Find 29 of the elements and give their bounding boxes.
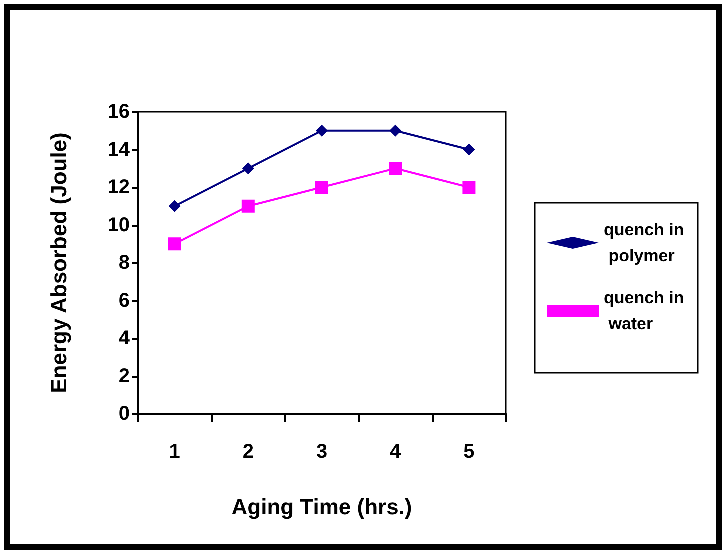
- point: [463, 144, 476, 156]
- point: [242, 162, 254, 175]
- x-tick-label: 4: [390, 441, 402, 463]
- page-frame: Energy Absorbed (Joule) Aging Time (hrs.) 0 2 4 6 8 10 12 14 16 1 2 3 4 5 quench in polymer quench in water: [4, 4, 722, 550]
- point: [462, 181, 476, 194]
- x-tick-label: 2: [242, 441, 254, 463]
- point: [390, 124, 402, 137]
- y-tick-label: 14: [108, 138, 131, 161]
- x-tick-label: 3: [316, 441, 328, 463]
- x-axis-title: Aging Time (hrs.): [232, 494, 412, 520]
- y-tick-label: 16: [108, 101, 130, 123]
- y-tick-label: 2: [118, 365, 130, 388]
- y-tick-label: 8: [118, 252, 130, 274]
- y-tick-label: 0: [118, 403, 130, 425]
- point: [168, 238, 182, 251]
- y-tick-label: 4: [118, 328, 131, 350]
- legend-label: quench in water: [604, 288, 684, 334]
- y-tick-label: 6: [118, 290, 130, 312]
- y-tick-label: 12: [108, 176, 130, 198]
- x-tick-label: 1: [169, 441, 180, 463]
- point: [389, 162, 402, 176]
- point: [168, 200, 181, 212]
- legend-label: quench in polymer: [604, 220, 684, 266]
- point: [316, 124, 328, 137]
- point: [242, 200, 255, 213]
- y-tick-label: 10: [108, 214, 130, 236]
- y-axis-title: Energy Absorbed (Joule): [46, 132, 72, 394]
- point: [316, 181, 328, 194]
- x-tick-label: 5: [464, 441, 475, 463]
